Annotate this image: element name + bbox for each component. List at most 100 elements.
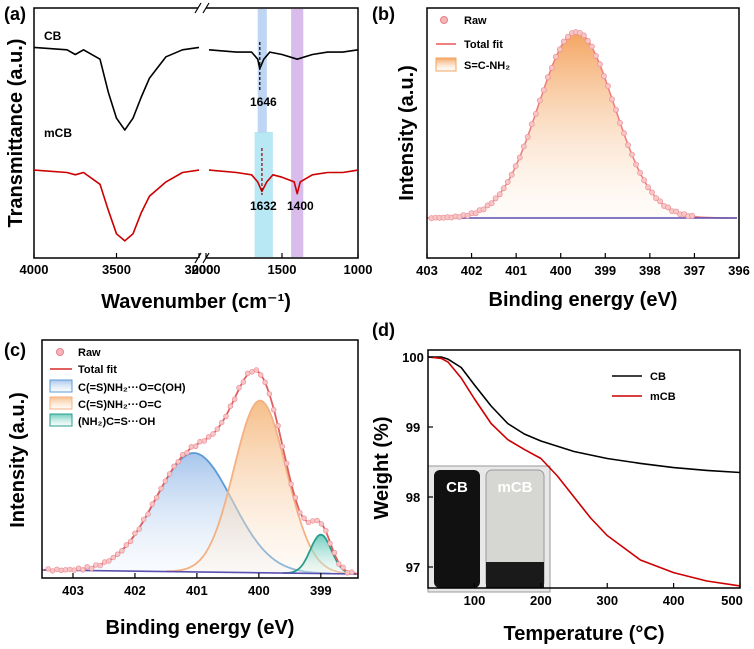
legend-comp1-swatch (49, 379, 73, 393)
raw-point (520, 143, 527, 150)
raw-point (532, 111, 539, 117)
raw-point (524, 133, 531, 140)
panel-a-xlabel: Wavenumber (cm⁻¹) (101, 291, 291, 313)
x-tick-label: 403 (416, 263, 438, 278)
raw-point (162, 478, 169, 484)
panel-c-ylabel: Intensity (a.u.) (7, 392, 29, 528)
legend-comp3-swatch (49, 413, 73, 427)
raw-point (480, 206, 487, 213)
inset-vial-cb (434, 470, 480, 588)
raw-point (136, 526, 143, 532)
legend-comp3: (NH₂)C=S···OH (78, 416, 155, 428)
raw-point (621, 130, 627, 137)
raw-point (119, 548, 125, 554)
x-tick-label: 400 (663, 593, 685, 608)
panel-d-ylabel: Weight (%) (371, 417, 393, 520)
legend-raw: Raw (78, 347, 101, 359)
raw-point (649, 189, 655, 196)
legend-comp1: C(=S)NH₂···O=C(OH) (78, 382, 186, 394)
raw-point (114, 551, 121, 557)
panel-d: (d) CB mCB 100 200 300 400 500 97 98 99 100 CB m… (371, 320, 743, 645)
raw-point (175, 459, 182, 465)
raw-point (496, 191, 503, 198)
raw-point (585, 38, 591, 44)
raw-point (140, 516, 147, 523)
raw-point (552, 53, 559, 60)
raw-point (184, 450, 190, 456)
x-tick-label: 401 (505, 263, 527, 278)
panel-b-ylabel: Intensity (a.u.) (396, 65, 418, 201)
series-line-cb (33, 46, 200, 131)
x-tick-label: 300 (596, 593, 618, 608)
x-tick-label: 200 (530, 593, 552, 608)
legend-raw: Raw (464, 15, 487, 27)
raw-point (210, 431, 216, 437)
raw-point (84, 564, 90, 570)
peak-area (427, 32, 739, 218)
raw-point (349, 569, 355, 575)
legend-mcb: mCB (650, 391, 676, 403)
raw-point (110, 554, 117, 561)
x-tick-label: 399 (594, 263, 616, 278)
raw-point (689, 212, 696, 219)
raw-point (613, 106, 619, 113)
raw-point (512, 163, 519, 169)
legend-peak-swatch (435, 57, 457, 72)
raw-point (492, 195, 499, 202)
y-tick-label: 100 (402, 350, 424, 365)
axis-break-mark (194, 2, 202, 14)
x-tick-label: 396 (728, 263, 750, 278)
x-tick-label: 397 (684, 263, 706, 278)
panel-d-plot (427, 356, 741, 587)
raw-point (629, 151, 635, 158)
raw-point (132, 530, 138, 536)
panel-b-frame (426, 7, 740, 259)
axis-break-mark (194, 252, 202, 264)
raw-point (232, 396, 238, 402)
raw-point (249, 369, 255, 375)
raw-point (609, 96, 615, 103)
raw-point (253, 367, 260, 373)
raw-point (45, 566, 51, 572)
raw-point (180, 452, 186, 458)
raw-point (544, 74, 551, 81)
raw-point (344, 570, 351, 576)
panel-a-label: (a) (4, 4, 26, 24)
legend-total-fit: Total fit (464, 39, 503, 51)
raw-point (284, 460, 290, 467)
raw-point (49, 568, 56, 574)
raw-point (206, 434, 212, 440)
raw-point (504, 179, 511, 185)
raw-point (605, 83, 611, 89)
raw-point (548, 64, 555, 71)
raw-point (314, 517, 320, 524)
raw-point (336, 561, 342, 567)
series-line-mcb (33, 169, 200, 242)
raw-point (331, 549, 338, 556)
raw-point (240, 379, 247, 385)
raw-point (673, 208, 680, 215)
raw-point (97, 562, 103, 569)
x-tick-label: 400 (248, 583, 270, 598)
x-tick-label: 100 (464, 593, 486, 608)
raw-point (340, 564, 346, 570)
raw-point (288, 481, 294, 487)
raw-point (641, 177, 647, 184)
x-tick-label: 4000 (20, 262, 49, 277)
raw-point (528, 121, 535, 128)
inset-label-cb: CB (446, 479, 468, 496)
raw-point (166, 471, 173, 477)
annotation-1400: 1400 (287, 199, 314, 213)
x-tick-label: 399 (310, 583, 332, 598)
panel-b-plot (427, 29, 739, 222)
highlight-band (254, 132, 273, 257)
panel-d-label: (d) (372, 320, 395, 340)
raw-point (617, 120, 623, 126)
legend-comp2: C(=S)NH₂···O=C (78, 399, 162, 411)
raw-point (67, 566, 73, 573)
curve-label-mcb: mCB (44, 126, 72, 140)
panel-c-frame (41, 339, 359, 579)
raw-point (540, 87, 547, 93)
raw-point (106, 558, 112, 564)
